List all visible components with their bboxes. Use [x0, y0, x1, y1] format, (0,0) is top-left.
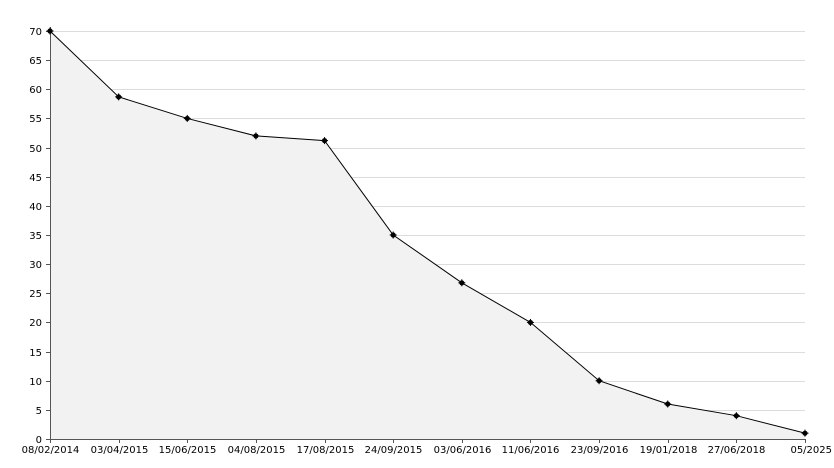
x-tick-label: 03/04/2015	[91, 445, 149, 456]
x-tick-label: 04/08/2015	[228, 445, 286, 456]
y-tick-label: 5	[36, 406, 42, 417]
x-tick-label: 15/06/2015	[159, 445, 217, 456]
data-point	[321, 137, 329, 145]
line-layer	[49, 30, 806, 434]
axis-layer	[46, 27, 806, 443]
y-tick-label: 35	[29, 231, 42, 242]
x-tick-label: 19/01/2018	[640, 445, 698, 456]
x-tick-labels: 08/02/2014 03/04/2015 15/06/2015 04/08/2015…	[22, 445, 832, 456]
series-line	[49, 30, 806, 434]
y-tick-label: 0	[36, 435, 42, 446]
y-tick-label: 40	[29, 202, 42, 213]
y-tick-label: 30	[29, 260, 42, 271]
data-point	[458, 279, 466, 287]
y-tick-label: 20	[29, 318, 42, 329]
y-tick-label: 45	[29, 173, 42, 184]
y-tick-label: 55	[29, 114, 42, 125]
data-point	[252, 132, 260, 140]
data-point	[46, 27, 54, 35]
series-area	[50, 31, 805, 439]
y-tick-label: 10	[29, 377, 42, 388]
x-tick-label: 27/06/2018	[708, 445, 766, 456]
x-tick-label: 23/09/2016	[571, 445, 629, 456]
y-tick-labels: 0 5 10 15 20 25 30 35 40 45 50 55 60 65 70	[29, 27, 42, 446]
y-tick-label: 65	[29, 56, 42, 67]
data-point	[526, 318, 534, 326]
data-point	[595, 377, 603, 385]
y-tick-label: 60	[29, 85, 42, 96]
point-layer	[46, 27, 809, 437]
data-point	[115, 93, 123, 101]
x-tick-label: 11/06/2016	[502, 445, 560, 456]
y-tick-label: 70	[29, 27, 42, 38]
area-layer	[50, 31, 805, 439]
data-point	[664, 400, 672, 408]
data-point	[183, 114, 191, 122]
x-tick-label: 24/09/2015	[365, 445, 423, 456]
data-point	[801, 429, 809, 437]
x-tick-label: 05/2025	[790, 445, 832, 456]
data-point	[732, 412, 740, 420]
y-tick-label: 50	[29, 144, 42, 155]
y-tick-label: 25	[29, 289, 42, 300]
y-tick-label: 15	[29, 348, 42, 359]
data-point	[389, 231, 397, 239]
x-tick-label: 08/02/2014	[22, 445, 80, 456]
x-tick-label: 03/06/2016	[434, 445, 492, 456]
x-tick-label: 17/08/2015	[297, 445, 355, 456]
